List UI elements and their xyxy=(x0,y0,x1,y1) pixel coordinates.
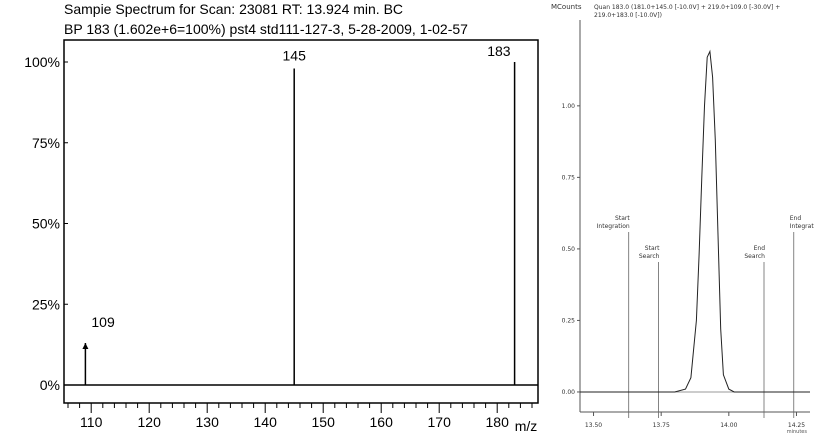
marker-label: Integration xyxy=(597,223,630,230)
x-axis-label: minutes xyxy=(787,429,808,435)
x-tick-label: 14.00 xyxy=(720,422,737,429)
y-tick-label: 75% xyxy=(32,135,60,151)
x-tick-label: 150 xyxy=(312,414,336,430)
y-tick-label: 100% xyxy=(24,54,60,70)
x-tick-label: 120 xyxy=(138,414,162,430)
chromatogram-chart: MCounts Quan 183.0 (181.0+145.0 [-10.0V] … xyxy=(551,3,814,435)
x-tick-label: 140 xyxy=(254,414,278,430)
x-tick-label: 170 xyxy=(428,414,452,430)
peak-label: 109 xyxy=(91,314,115,330)
x-tick-label: 14.25 xyxy=(788,422,805,429)
y-tick-label: 0.25 xyxy=(562,317,576,324)
chromatogram-trace xyxy=(580,49,810,393)
x-tick-label: 110 xyxy=(80,414,103,430)
mass-spectrum-chart: 0% 25% 50% 75% 100% 110 120 130 140 150 160 170 180 m… xyxy=(24,39,539,434)
spectrum-subtitle: BP 183 (1.602e+6=100%) pst4 std111-127-3… xyxy=(64,21,468,37)
y-tick-label: 50% xyxy=(32,216,60,232)
y-tick-label: 0.00 xyxy=(562,389,576,396)
spectrum-title: Sampie Spectrum for Scan: 23081 RT: 13.9… xyxy=(64,1,404,17)
marker-label: Start xyxy=(615,215,630,222)
marker-label: Start xyxy=(645,245,660,252)
x-axis-label: m/z xyxy=(515,418,538,434)
peak-label: 183 xyxy=(487,43,511,59)
y-tick-label: 1.00 xyxy=(562,103,576,110)
chrom-title-line: 219.0+183.0 [-10.0V]) xyxy=(594,12,662,19)
y-tick-label: 0% xyxy=(40,377,60,393)
y-tick-label: 25% xyxy=(32,296,60,312)
marker-label: Integration xyxy=(790,223,814,230)
marker-label: Search xyxy=(744,253,765,260)
mass-spectrum-panel: Sampie Spectrum for Scan: 23081 RT: 13.9… xyxy=(24,1,539,434)
x-tick-label: 13.75 xyxy=(653,422,670,429)
peak-arrow xyxy=(82,343,89,350)
marker-label: End xyxy=(790,215,802,222)
peak-label: 145 xyxy=(283,47,307,63)
x-tick-label: 180 xyxy=(486,414,510,430)
y-tick-label: 0.50 xyxy=(562,246,576,253)
chrom-title-line: Quan 183.0 (181.0+145.0 [-10.0V] + 219.0… xyxy=(594,4,780,11)
y-axis-label: MCounts xyxy=(551,3,582,11)
chromatogram-panel: MCounts Quan 183.0 (181.0+145.0 [-10.0V] … xyxy=(550,0,814,435)
x-tick-label: 160 xyxy=(370,414,394,430)
marker-label: End xyxy=(754,245,766,252)
x-tick-label: 130 xyxy=(196,414,220,430)
y-tick-label: 0.75 xyxy=(562,174,576,181)
x-tick-label: 13.50 xyxy=(585,422,602,429)
marker-label: Search xyxy=(639,253,660,260)
plot-frame xyxy=(63,39,539,404)
